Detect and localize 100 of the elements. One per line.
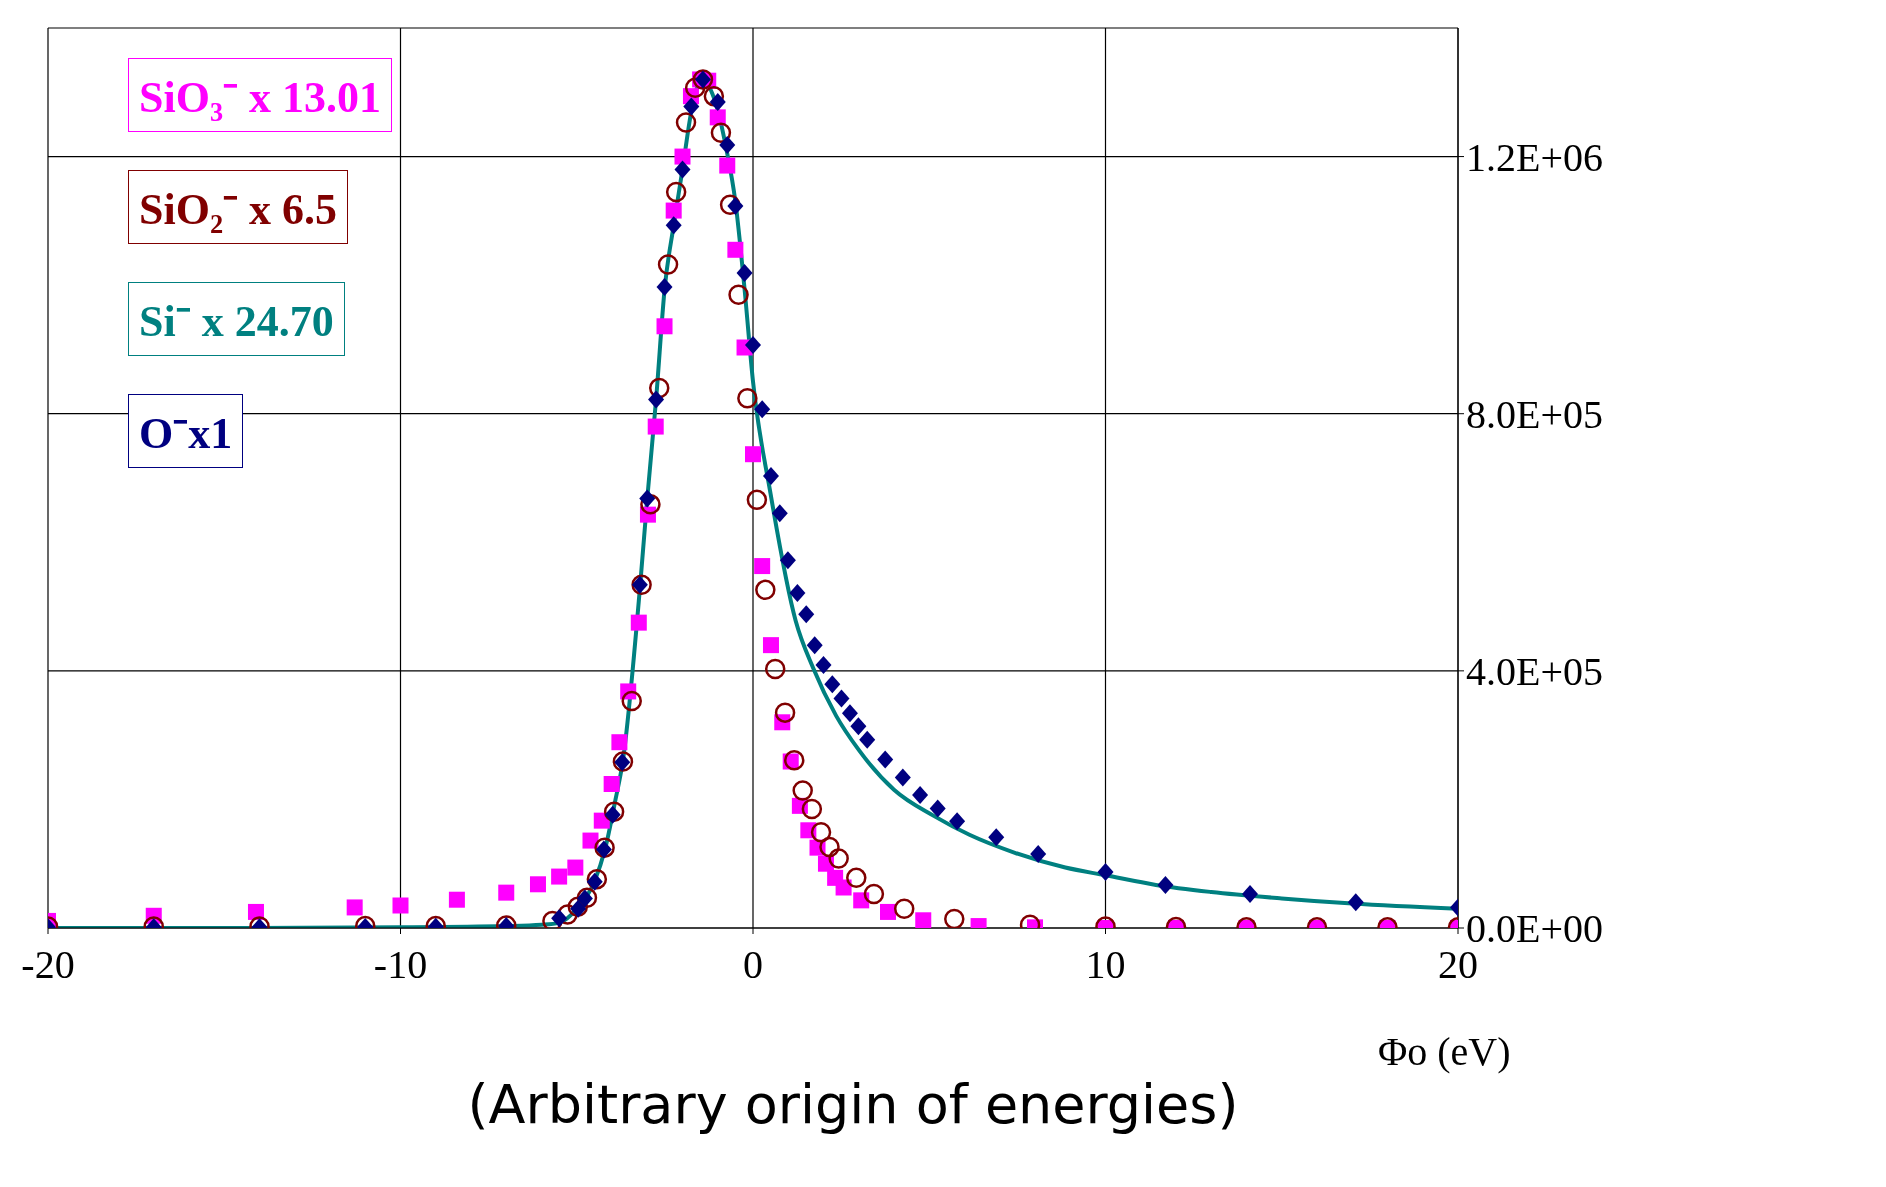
point — [551, 868, 568, 885]
point — [1030, 845, 1047, 864]
y-tick-label: 8.0E+05 — [1466, 391, 1603, 437]
text: O⁻x1 — [128, 394, 244, 468]
point — [824, 675, 841, 694]
point — [801, 798, 823, 820]
point — [1097, 863, 1114, 882]
point — [755, 579, 776, 601]
point — [542, 910, 563, 928]
point — [582, 832, 599, 849]
point — [783, 749, 805, 771]
point — [988, 828, 1005, 847]
point — [894, 768, 911, 787]
point — [640, 494, 661, 515]
point — [846, 867, 867, 889]
x-tick-label: 0 — [743, 942, 763, 988]
y-tick-label: 4.0E+05 — [1466, 649, 1603, 695]
point — [392, 897, 409, 914]
point — [576, 887, 598, 909]
text: Φo (eV) — [1378, 1028, 1511, 1075]
text: SiO₃⁻ x 13.01 — [128, 58, 393, 132]
point — [1157, 875, 1174, 894]
point — [880, 903, 897, 920]
point — [719, 136, 736, 154]
point — [912, 785, 929, 804]
point — [346, 899, 363, 916]
point — [944, 908, 965, 928]
point — [647, 418, 664, 435]
point — [611, 734, 628, 751]
point — [683, 97, 700, 116]
point — [727, 241, 744, 258]
point — [674, 160, 691, 179]
point — [859, 730, 876, 749]
point — [498, 884, 515, 901]
point — [576, 889, 593, 908]
point — [853, 892, 870, 909]
point — [728, 284, 749, 306]
point — [929, 799, 946, 818]
point — [798, 605, 815, 624]
point — [448, 891, 465, 908]
point — [841, 704, 858, 723]
point — [762, 467, 779, 486]
point — [719, 157, 736, 174]
point — [819, 836, 840, 858]
point — [1242, 884, 1259, 903]
point — [648, 377, 670, 399]
point — [719, 194, 741, 216]
point — [567, 859, 584, 876]
point — [665, 181, 687, 203]
point — [810, 821, 832, 843]
point — [603, 776, 620, 792]
point — [764, 658, 786, 680]
point — [863, 883, 885, 905]
x-tick-label: 10 — [1085, 942, 1126, 988]
point — [915, 912, 932, 928]
point — [656, 318, 673, 335]
point — [850, 717, 867, 736]
y-tick-label: 1.2E+06 — [1466, 134, 1603, 180]
point — [745, 335, 761, 354]
point — [709, 92, 726, 111]
point — [789, 584, 806, 603]
point — [815, 656, 832, 675]
point — [586, 872, 603, 891]
point — [621, 690, 642, 712]
point — [656, 278, 673, 297]
point — [648, 390, 665, 409]
point — [737, 388, 758, 409]
point — [684, 77, 706, 99]
point — [779, 551, 796, 570]
text: Si⁻ x 24.70 — [128, 282, 345, 356]
point — [674, 148, 691, 165]
point — [675, 112, 697, 133]
x-axis-title: (Arbitrary origin of energies) — [466, 1073, 1240, 1136]
point — [529, 876, 546, 893]
point — [703, 85, 725, 107]
point — [833, 689, 850, 708]
point — [709, 109, 726, 126]
point — [877, 750, 894, 769]
point — [665, 216, 682, 235]
point — [630, 614, 647, 631]
point — [835, 879, 852, 896]
point — [736, 263, 753, 282]
point — [762, 637, 779, 654]
point — [746, 489, 768, 511]
point — [806, 636, 823, 655]
point — [727, 197, 744, 216]
point — [710, 122, 732, 144]
x-tick-label: -20 — [21, 942, 75, 988]
point — [754, 558, 771, 575]
point — [586, 868, 608, 890]
point — [745, 446, 761, 463]
point — [551, 909, 568, 928]
point — [639, 489, 656, 508]
point — [949, 812, 966, 831]
text: SiO₂⁻ x 6.5 — [128, 170, 349, 244]
x-tick-label: -10 — [373, 942, 428, 988]
point — [771, 504, 788, 523]
point — [828, 848, 849, 869]
point — [893, 898, 915, 919]
point — [754, 400, 771, 419]
